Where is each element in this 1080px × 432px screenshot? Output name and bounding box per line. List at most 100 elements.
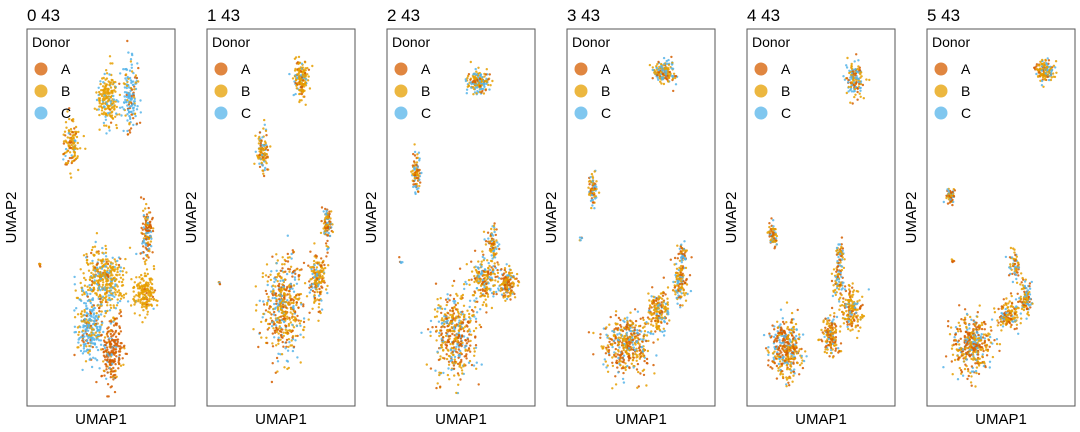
data-point — [320, 299, 323, 302]
data-point — [648, 304, 652, 307]
data-point — [146, 272, 149, 276]
data-point — [286, 315, 289, 318]
data-point — [283, 366, 286, 369]
data-point — [104, 258, 108, 261]
data-point — [109, 86, 113, 89]
data-point — [117, 367, 120, 370]
data-point — [429, 319, 433, 323]
data-point — [298, 70, 301, 73]
data-point — [288, 341, 291, 344]
data-point — [842, 75, 845, 78]
data-point — [475, 297, 478, 300]
data-point — [277, 338, 280, 341]
data-point — [129, 127, 133, 130]
data-point — [492, 284, 495, 288]
data-point — [82, 254, 86, 257]
data-point — [486, 288, 489, 291]
data-point — [441, 321, 444, 325]
data-point — [680, 268, 684, 271]
data-point — [111, 256, 114, 259]
data-point — [658, 303, 661, 306]
panel-title: 0 43 — [27, 6, 60, 25]
data-point — [487, 78, 490, 81]
data-point — [280, 277, 283, 280]
data-point — [479, 325, 483, 329]
data-point — [135, 276, 138, 279]
data-point — [135, 76, 139, 80]
data-point — [515, 277, 518, 280]
data-point — [684, 299, 688, 302]
data-point — [591, 176, 595, 180]
legend-key-b — [574, 84, 588, 98]
data-point — [113, 268, 117, 271]
data-point — [126, 300, 130, 303]
data-point — [284, 270, 287, 273]
data-point — [71, 135, 74, 138]
data-point — [418, 184, 421, 188]
data-point — [290, 316, 294, 319]
data-point — [642, 368, 646, 371]
data-point — [643, 330, 647, 333]
data-point — [443, 307, 447, 311]
data-point — [287, 267, 290, 271]
data-point — [482, 92, 486, 95]
data-point — [91, 276, 94, 280]
data-point — [651, 286, 654, 289]
data-point — [467, 347, 471, 350]
data-point — [100, 323, 103, 326]
data-point — [132, 290, 135, 293]
data-point — [125, 101, 128, 104]
data-point — [261, 169, 264, 172]
data-point — [456, 294, 459, 297]
data-point — [464, 79, 468, 83]
data-point — [106, 335, 110, 338]
data-point — [111, 117, 115, 120]
data-point — [285, 359, 289, 362]
data-point — [296, 73, 299, 76]
data-point — [504, 295, 507, 298]
data-point — [262, 300, 265, 303]
data-point — [463, 346, 466, 349]
data-point — [680, 261, 683, 264]
data-point — [493, 262, 496, 265]
data-point — [500, 287, 503, 291]
data-point — [444, 313, 447, 316]
data-point — [626, 316, 629, 319]
data-point — [292, 307, 295, 310]
data-point — [666, 286, 670, 289]
data-point — [496, 268, 499, 272]
data-point — [279, 338, 282, 341]
data-point — [276, 280, 279, 283]
data-point — [616, 366, 619, 369]
data-point — [89, 312, 92, 315]
data-point — [291, 349, 295, 353]
data-point — [465, 342, 469, 345]
data-point — [72, 137, 75, 140]
data-point — [112, 100, 116, 103]
data-point — [626, 364, 629, 368]
data-point — [122, 267, 126, 270]
data-point — [462, 327, 465, 330]
data-point — [115, 123, 118, 127]
data-point — [461, 310, 464, 313]
data-point — [286, 256, 290, 259]
data-point — [413, 150, 417, 154]
data-point — [488, 240, 491, 244]
data-point — [419, 181, 422, 184]
data-point — [302, 320, 306, 324]
data-point — [475, 270, 478, 273]
data-point — [630, 320, 633, 323]
data-point — [416, 166, 419, 169]
data-point — [420, 331, 423, 334]
data-point — [100, 310, 103, 313]
data-point — [73, 309, 76, 312]
data-point — [494, 279, 497, 282]
data-point — [289, 344, 292, 347]
data-point — [292, 290, 296, 293]
data-point — [638, 349, 641, 352]
legend-key-b — [214, 84, 228, 98]
data-point — [631, 343, 635, 346]
data-point — [675, 267, 679, 270]
